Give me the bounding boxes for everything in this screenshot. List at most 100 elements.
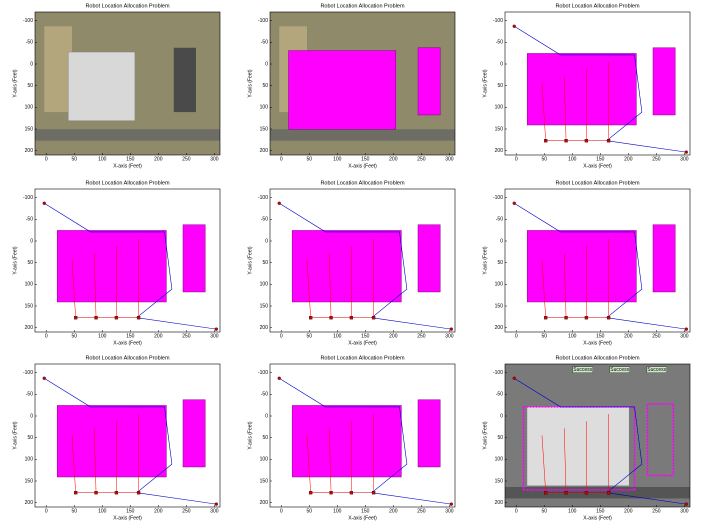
y-tick-label: 100 <box>25 457 34 463</box>
start <box>512 376 516 380</box>
y-tick-label: 100 <box>25 282 34 288</box>
y-tick-label: 0 <box>265 413 268 419</box>
x-tick-label: 300 <box>680 156 689 162</box>
x-axis-label: X-axis (Feet) <box>348 340 377 346</box>
building <box>291 230 402 303</box>
subplot: 0 50 100 150 200 250 300 -100 -50 0 50 100 150 200 Rob… <box>247 180 456 346</box>
goal <box>449 327 453 331</box>
annotation: Success <box>647 367 666 373</box>
x-tick-label: 300 <box>210 156 219 162</box>
y-tick-label: -50 <box>261 40 268 46</box>
annotation: Success <box>573 367 592 373</box>
y-axis-label: Y-axis (Feet) <box>482 421 488 449</box>
y-axis-label: Y-axis (Feet) <box>12 246 18 274</box>
robot-path <box>44 378 217 505</box>
subplot: 0 50 100 150 200 250 300 -100 -50 0 50 100 150 200 Rob… <box>12 3 221 169</box>
y-axis-label: Y-axis (Feet) <box>247 69 253 97</box>
x-tick-label: 100 <box>568 508 577 514</box>
y-tick-label: 200 <box>25 148 34 154</box>
chart-title: Robot Location Allocation Problem <box>320 355 404 361</box>
y-tick-label: 50 <box>27 83 33 89</box>
subplot: 0 50 100 150 200 250 300 -100 -50 0 50 100 150 200 Rob… <box>482 3 691 169</box>
chart-title: Robot Location Allocation Problem <box>85 355 169 361</box>
goal <box>684 502 688 506</box>
road <box>270 129 455 141</box>
y-tick-label: -100 <box>23 18 33 24</box>
x-tick-label: 300 <box>210 508 219 514</box>
y-tick-label: 0 <box>500 413 503 419</box>
y-tick-label: 150 <box>25 126 34 132</box>
x-tick-label: 250 <box>182 156 191 162</box>
robot-path <box>279 203 452 330</box>
x-tick-label: 0 <box>515 333 518 339</box>
robot-path <box>514 378 687 505</box>
task-link <box>541 260 546 318</box>
x-tick-label: 50 <box>71 156 77 162</box>
x-tick-label: 0 <box>280 333 283 339</box>
y-tick-label: -100 <box>493 195 503 201</box>
x-tick-label: 100 <box>333 333 342 339</box>
x-tick-label: 300 <box>445 508 454 514</box>
start <box>512 201 516 205</box>
robot-path <box>514 26 687 153</box>
x-axis-label: X-axis (Feet) <box>113 340 142 346</box>
axes-frame <box>504 188 691 333</box>
robot-path <box>44 203 217 330</box>
y-tick-label: 0 <box>30 61 33 67</box>
y-tick-label: 0 <box>500 61 503 67</box>
y-tick-label: -100 <box>258 195 268 201</box>
x-tick-label: 200 <box>389 156 398 162</box>
axes-frame <box>269 363 456 508</box>
y-tick-label: -50 <box>26 217 33 223</box>
x-tick-label: 50 <box>541 508 547 514</box>
x-tick-label: 200 <box>624 156 633 162</box>
axes-frame <box>269 188 456 333</box>
x-tick-label: 200 <box>389 508 398 514</box>
axes-frame <box>34 188 221 333</box>
y-tick-label: 50 <box>27 435 33 441</box>
y-tick-label: 50 <box>27 260 33 266</box>
y-tick-label: -50 <box>496 217 503 223</box>
x-tick-label: 150 <box>361 508 370 514</box>
x-axis-label: X-axis (Feet) <box>348 163 377 169</box>
task-link <box>328 253 332 318</box>
y-tick-label: 200 <box>495 148 504 154</box>
goal <box>684 327 688 331</box>
task-link <box>563 428 567 493</box>
y-tick-label: 50 <box>497 435 503 441</box>
y-tick-label: 100 <box>260 105 269 111</box>
x-tick-label: 300 <box>680 333 689 339</box>
x-tick-label: 0 <box>45 333 48 339</box>
chart-title: Robot Location Allocation Problem <box>320 3 404 9</box>
robot-path <box>514 203 687 330</box>
road <box>35 129 220 141</box>
goal <box>214 502 218 506</box>
x-tick-label: 50 <box>306 156 312 162</box>
y-tick-label: -100 <box>493 370 503 376</box>
x-axis-label: X-axis (Feet) <box>583 163 612 169</box>
task-link <box>306 435 311 493</box>
x-tick-label: 100 <box>98 156 107 162</box>
y-tick-label: 100 <box>495 457 504 463</box>
y-tick-label: 200 <box>260 148 269 154</box>
y-tick-label: 0 <box>30 413 33 419</box>
y-tick-label: 100 <box>495 105 504 111</box>
chart-title: Robot Location Allocation Problem <box>555 3 639 9</box>
task-link <box>93 428 97 493</box>
axes-frame <box>504 363 691 508</box>
start <box>42 201 46 205</box>
chart-title: Robot Location Allocation Problem <box>555 355 639 361</box>
y-tick-label: 150 <box>260 126 269 132</box>
task-link <box>328 428 332 493</box>
building <box>652 224 676 293</box>
x-tick-label: 0 <box>280 508 283 514</box>
building <box>526 53 637 126</box>
building <box>182 224 206 293</box>
x-tick-label: 0 <box>280 156 283 162</box>
y-tick-label: 200 <box>495 325 504 331</box>
y-tick-label: 50 <box>262 83 268 89</box>
building-outline <box>646 403 675 477</box>
subplot: 0 50 100 150 200 250 300 -100 -50 0 50 100 150 200 Rob… <box>482 180 691 346</box>
x-tick-label: 100 <box>98 508 107 514</box>
y-axis-label: Y-axis (Feet) <box>12 69 18 97</box>
